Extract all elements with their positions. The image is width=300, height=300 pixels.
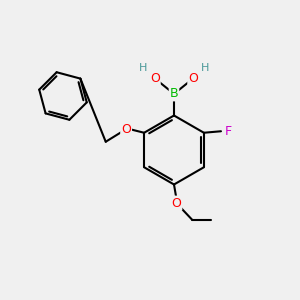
- Text: H: H: [139, 63, 147, 74]
- Text: F: F: [225, 125, 232, 138]
- Text: B: B: [170, 87, 178, 101]
- Text: H: H: [201, 63, 209, 74]
- Text: O: O: [188, 72, 198, 85]
- Text: O: O: [121, 123, 131, 136]
- Text: O: O: [150, 72, 160, 85]
- Text: O: O: [172, 196, 181, 210]
